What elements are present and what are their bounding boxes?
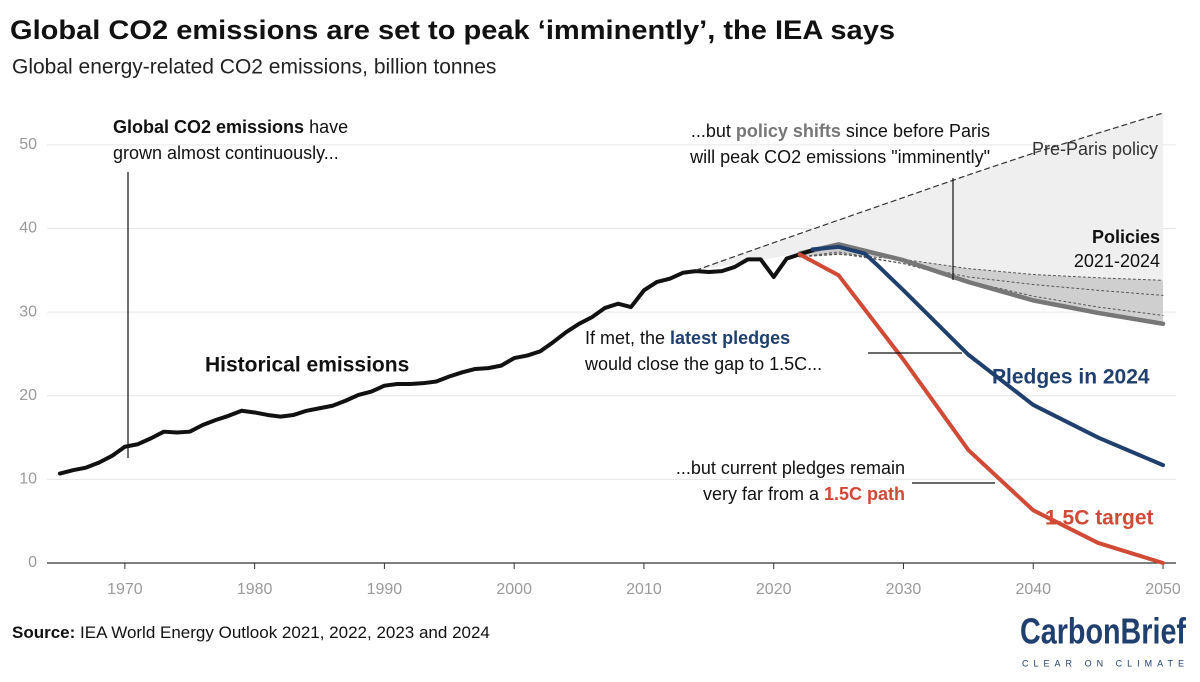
annotation-text: 1.5C path [824,484,905,504]
annotation-text: will peak CO2 emissions "imminently" [689,147,990,167]
gap-area [695,113,1164,324]
chart-subtitle: Global energy-related CO2 emissions, bil… [12,56,496,79]
source: Source: IEA World Energy Outlook 2021, 2… [12,623,490,642]
logo-tagline: CLEAR ON CLIMATE [1022,658,1184,668]
source-text: IEA World Energy Outlook 2021, 2022, 202… [75,623,490,642]
annotation: ...but current pledges remain [676,458,905,478]
annotation: would close the gap to 1.5C... [584,354,822,374]
annotation-text: very far from a [703,484,824,504]
annotation-text: Global CO2 emissions [113,117,304,137]
x-tick-label: 2030 [886,581,922,598]
series-line [810,244,1166,468]
series-line [695,112,1164,271]
series-label: 1.5C target [1045,507,1154,530]
policy-line [799,253,1164,281]
policies-label: Policies [1092,227,1160,247]
y-tick-label: 30 [19,303,37,320]
annotation: very far from a 1.5C path [703,484,905,504]
x-tick-label: 1970 [107,581,143,598]
annotation: will peak CO2 emissions "imminently" [689,147,990,167]
y-tick-label: 0 [28,554,37,571]
x-tick-label: 2020 [756,581,792,598]
series-label: Pledges in 2024 [992,366,1150,389]
policy-line [797,242,1166,327]
annotation: Global CO2 emissions have [113,117,348,137]
annotation-text: would close the gap to 1.5C... [584,354,822,374]
annotation-text: grown almost continuously... [113,143,339,163]
annotation-text: policy shifts [736,121,841,141]
x-tick-label: 2000 [496,581,532,598]
annotation: If met, the latest pledges [585,328,790,348]
x-tick-label: 2040 [1015,581,1051,598]
annotation: ...but policy shifts since before Paris [691,121,990,141]
source-label: Source: [12,623,75,642]
x-tick-label: 1990 [367,581,403,598]
annotation-text: since before Paris [841,121,990,141]
annotation: grown almost continuously... [113,143,339,163]
x-tick-label: 2050 [1145,581,1181,598]
annotation-text: ...but current pledges remain [676,458,905,478]
policies-years: 2021-2024 [1074,251,1160,271]
logo: CarbonBrief [1020,611,1187,652]
series-label: Pre-Paris policy [1032,139,1158,159]
annotation-text: If met, the [585,328,670,348]
series-line [797,252,1166,565]
chart-title: Global CO2 emissions are set to peak ‘im… [10,15,895,45]
y-tick-label: 40 [19,220,37,237]
x-tick-label: 2010 [626,581,662,598]
series-label: Historical emissions [205,354,409,377]
policy-line [799,253,1164,296]
y-tick-label: 50 [19,136,37,153]
y-tick-label: 20 [19,387,37,404]
y-tick-label: 10 [19,471,37,488]
annotation-text: have [304,117,348,137]
x-tick-label: 1980 [237,581,273,598]
series-line [57,248,815,476]
annotation-text: latest pledges [670,328,790,348]
annotation-text: ...but [691,121,736,141]
